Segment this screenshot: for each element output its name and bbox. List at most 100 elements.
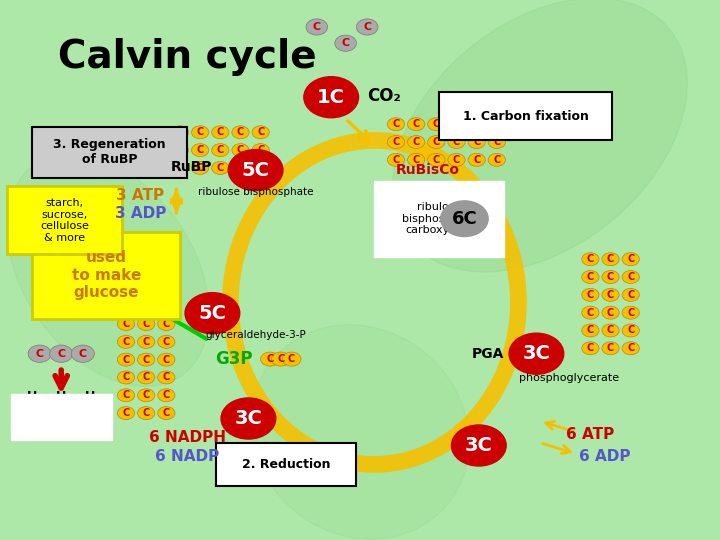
- Text: 3. Regeneration
of RuBP: 3. Regeneration of RuBP: [53, 138, 166, 166]
- Circle shape: [582, 253, 599, 266]
- Circle shape: [271, 352, 290, 366]
- Circle shape: [158, 335, 175, 348]
- Text: C: C: [607, 254, 614, 264]
- Circle shape: [448, 153, 465, 166]
- Text: C: C: [473, 155, 480, 165]
- Circle shape: [622, 324, 639, 337]
- Text: C: C: [453, 119, 460, 129]
- Text: C: C: [587, 272, 594, 282]
- Circle shape: [335, 35, 356, 51]
- Text: C: C: [433, 155, 440, 165]
- Text: C: C: [257, 163, 264, 173]
- Text: C: C: [627, 326, 634, 335]
- Circle shape: [582, 271, 599, 284]
- Text: C: C: [143, 408, 150, 418]
- FancyBboxPatch shape: [7, 186, 122, 254]
- Text: C: C: [122, 355, 130, 365]
- Text: C: C: [312, 22, 321, 32]
- Text: C: C: [176, 163, 184, 173]
- Text: ribulose bisphosphate: ribulose bisphosphate: [198, 187, 313, 197]
- Circle shape: [582, 306, 599, 319]
- Text: C: C: [587, 343, 594, 353]
- Circle shape: [408, 153, 425, 166]
- Text: 3 ADP: 3 ADP: [114, 206, 166, 221]
- Circle shape: [582, 288, 599, 301]
- Text: 5C: 5C: [199, 303, 226, 323]
- Circle shape: [602, 324, 619, 337]
- Circle shape: [171, 126, 189, 139]
- Text: C: C: [257, 145, 264, 155]
- Text: C: C: [86, 404, 94, 417]
- Circle shape: [138, 371, 155, 384]
- Text: C: C: [587, 254, 594, 264]
- Text: H: H: [56, 390, 66, 403]
- Text: H: H: [56, 417, 66, 430]
- Text: C: C: [607, 343, 614, 353]
- Circle shape: [408, 118, 425, 131]
- Circle shape: [117, 353, 135, 366]
- Circle shape: [19, 401, 45, 420]
- Circle shape: [252, 144, 269, 157]
- Circle shape: [602, 253, 619, 266]
- Text: C: C: [143, 319, 150, 329]
- Text: C: C: [257, 127, 264, 137]
- Text: C: C: [163, 355, 170, 365]
- Text: PGA: PGA: [472, 347, 504, 361]
- Circle shape: [282, 352, 301, 366]
- Text: 3C: 3C: [523, 344, 550, 363]
- Circle shape: [387, 118, 405, 131]
- Circle shape: [448, 136, 465, 148]
- Circle shape: [138, 407, 155, 420]
- FancyBboxPatch shape: [32, 232, 180, 319]
- Text: C: C: [122, 373, 130, 382]
- Circle shape: [232, 144, 249, 157]
- Text: C: C: [392, 155, 400, 165]
- Text: C: C: [237, 145, 244, 155]
- Text: C: C: [143, 390, 150, 400]
- Text: C: C: [143, 373, 150, 382]
- Text: C: C: [627, 290, 634, 300]
- Text: C: C: [57, 349, 66, 359]
- Circle shape: [602, 288, 619, 301]
- Text: 5C: 5C: [242, 160, 269, 180]
- Text: C: C: [363, 22, 372, 32]
- Circle shape: [428, 118, 445, 131]
- Circle shape: [622, 253, 639, 266]
- Text: H: H: [85, 417, 95, 430]
- Circle shape: [468, 153, 485, 166]
- Text: C: C: [413, 137, 420, 147]
- Text: C: C: [607, 290, 614, 300]
- Circle shape: [117, 389, 135, 402]
- Text: C: C: [266, 354, 274, 364]
- Circle shape: [232, 126, 249, 139]
- Text: C: C: [587, 308, 594, 318]
- Circle shape: [252, 161, 269, 174]
- Circle shape: [192, 126, 209, 139]
- Circle shape: [428, 136, 445, 148]
- Text: C: C: [35, 349, 44, 359]
- Circle shape: [158, 407, 175, 420]
- Circle shape: [582, 324, 599, 337]
- Text: C: C: [217, 163, 224, 173]
- Text: C: C: [453, 155, 460, 165]
- Circle shape: [232, 161, 249, 174]
- Text: C: C: [143, 355, 150, 365]
- Text: 3 ATP: 3 ATP: [117, 188, 164, 203]
- Circle shape: [408, 136, 425, 148]
- Circle shape: [488, 118, 505, 131]
- Text: C: C: [217, 127, 224, 137]
- Text: C: C: [413, 119, 420, 129]
- Circle shape: [117, 407, 135, 420]
- Circle shape: [428, 153, 445, 166]
- Circle shape: [622, 271, 639, 284]
- Circle shape: [451, 425, 506, 466]
- Text: C: C: [78, 349, 87, 359]
- Text: C: C: [433, 137, 440, 147]
- Text: C: C: [392, 137, 400, 147]
- Circle shape: [304, 77, 359, 118]
- Circle shape: [622, 288, 639, 301]
- Text: C: C: [122, 337, 130, 347]
- Ellipse shape: [7, 153, 209, 387]
- Text: 1C: 1C: [318, 87, 345, 107]
- Text: C: C: [607, 326, 614, 335]
